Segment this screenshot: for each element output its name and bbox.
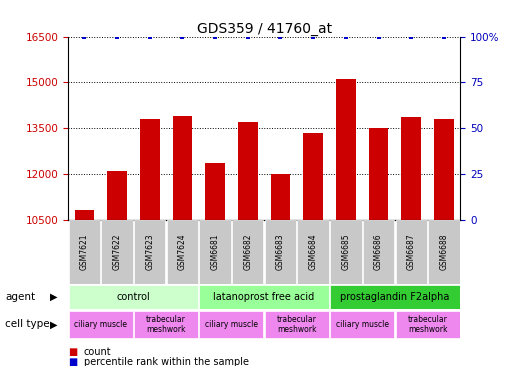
Text: trabecular
meshwork: trabecular meshwork	[146, 314, 186, 334]
Text: GSM7621: GSM7621	[80, 234, 89, 270]
Bar	[298, 220, 329, 284]
Bar	[238, 122, 257, 220]
Bar	[232, 220, 264, 284]
Bar	[199, 285, 329, 309]
Text: GSM7623: GSM7623	[145, 233, 154, 270]
Bar	[336, 79, 356, 220]
Text: ▶: ▶	[50, 319, 57, 329]
Bar	[140, 119, 160, 220]
Bar	[265, 220, 296, 284]
Bar	[428, 220, 460, 284]
Text: GSM6683: GSM6683	[276, 233, 285, 270]
Bar	[434, 119, 453, 220]
Text: count: count	[84, 347, 111, 357]
Text: ■: ■	[68, 347, 77, 357]
Bar	[395, 311, 460, 338]
Bar	[69, 285, 198, 309]
Text: agent: agent	[5, 292, 36, 302]
Text: trabecular
meshwork: trabecular meshwork	[407, 314, 448, 334]
Bar	[107, 171, 127, 220]
Text: percentile rank within the sample: percentile rank within the sample	[84, 357, 248, 366]
Text: GSM6684: GSM6684	[309, 233, 317, 270]
Text: control: control	[117, 292, 150, 302]
Bar	[101, 220, 133, 284]
Bar	[303, 132, 323, 220]
Bar	[330, 311, 394, 338]
Text: GSM6687: GSM6687	[407, 233, 416, 270]
Bar	[134, 220, 165, 284]
Bar	[402, 117, 421, 220]
Text: GSM6681: GSM6681	[211, 234, 220, 270]
Bar	[134, 311, 198, 338]
Text: GSM6686: GSM6686	[374, 233, 383, 270]
Bar	[330, 220, 361, 284]
Text: trabecular
meshwork: trabecular meshwork	[277, 314, 317, 334]
Text: prostaglandin F2alpha: prostaglandin F2alpha	[340, 292, 450, 302]
Bar	[206, 163, 225, 220]
Title: GDS359 / 41760_at: GDS359 / 41760_at	[197, 22, 332, 36]
Bar	[69, 311, 133, 338]
Bar	[330, 285, 460, 309]
Bar	[271, 174, 290, 220]
Text: GSM6685: GSM6685	[342, 233, 350, 270]
Bar	[69, 220, 100, 284]
Text: ■: ■	[68, 357, 77, 366]
Bar	[199, 311, 264, 338]
Text: cell type: cell type	[5, 319, 50, 329]
Text: latanoprost free acid: latanoprost free acid	[213, 292, 315, 302]
Bar	[363, 220, 394, 284]
Text: ciliary muscle: ciliary muscle	[336, 320, 389, 329]
Text: GSM7622: GSM7622	[112, 234, 121, 270]
Bar	[395, 220, 427, 284]
Bar	[74, 210, 94, 220]
Text: GSM6688: GSM6688	[439, 234, 448, 270]
Text: GSM7624: GSM7624	[178, 233, 187, 270]
Bar	[369, 128, 388, 220]
Text: ciliary muscle: ciliary muscle	[205, 320, 258, 329]
Bar	[199, 220, 231, 284]
Text: ▶: ▶	[50, 292, 57, 302]
Text: GSM6682: GSM6682	[243, 234, 252, 270]
Text: ciliary muscle: ciliary muscle	[74, 320, 127, 329]
Bar	[173, 116, 192, 220]
Bar	[167, 220, 198, 284]
Bar	[265, 311, 329, 338]
